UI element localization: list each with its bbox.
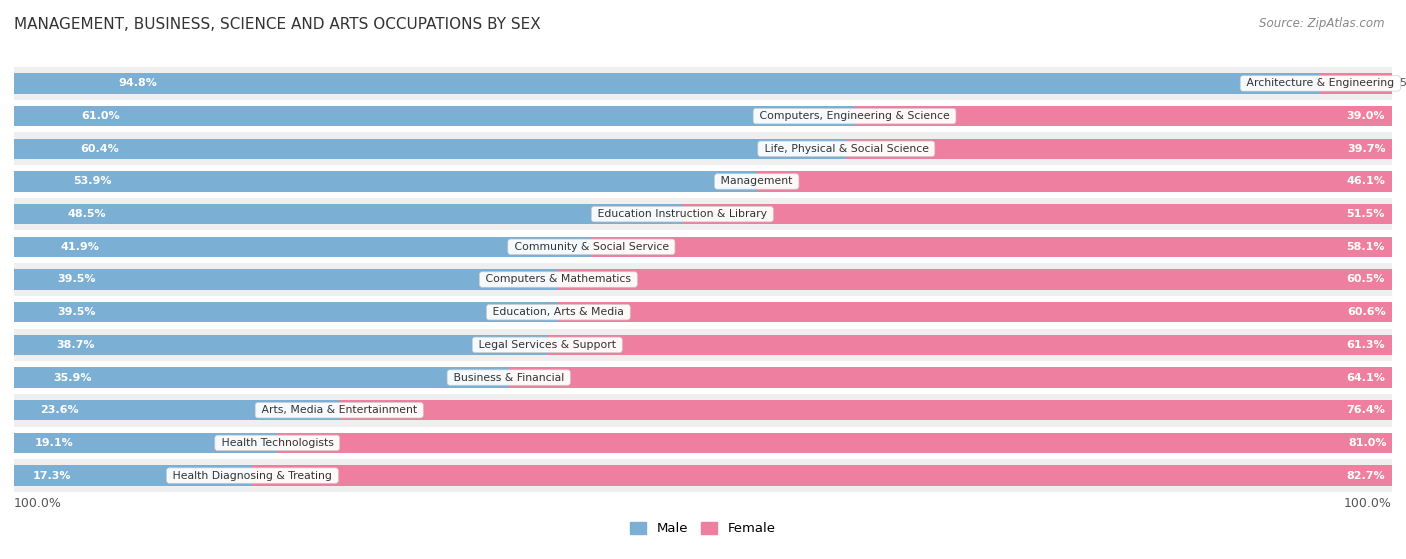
Bar bbox=[14, 367, 509, 388]
Bar bbox=[846, 139, 1393, 159]
Bar bbox=[339, 400, 1392, 420]
Text: 46.1%: 46.1% bbox=[1346, 177, 1385, 187]
Bar bbox=[14, 433, 277, 453]
Text: Life, Physical & Social Science: Life, Physical & Social Science bbox=[761, 144, 932, 154]
Text: Business & Financial: Business & Financial bbox=[450, 372, 568, 382]
Text: Health Technologists: Health Technologists bbox=[218, 438, 337, 448]
Bar bbox=[14, 132, 1392, 165]
Text: Source: ZipAtlas.com: Source: ZipAtlas.com bbox=[1260, 17, 1385, 30]
Legend: Male, Female: Male, Female bbox=[626, 517, 780, 541]
Text: 53.9%: 53.9% bbox=[73, 177, 112, 187]
Text: 81.0%: 81.0% bbox=[1348, 438, 1386, 448]
Bar bbox=[14, 335, 547, 355]
Text: 94.8%: 94.8% bbox=[118, 78, 157, 88]
Text: Management: Management bbox=[717, 177, 796, 187]
Text: 17.3%: 17.3% bbox=[34, 471, 72, 481]
Text: 48.5%: 48.5% bbox=[67, 209, 105, 219]
Bar bbox=[14, 263, 1392, 296]
Text: Arts, Media & Entertainment: Arts, Media & Entertainment bbox=[257, 405, 420, 415]
Bar bbox=[14, 106, 855, 126]
Text: 58.1%: 58.1% bbox=[1347, 242, 1385, 252]
Text: 35.9%: 35.9% bbox=[53, 372, 93, 382]
Text: 82.7%: 82.7% bbox=[1347, 471, 1385, 481]
Text: Legal Services & Support: Legal Services & Support bbox=[475, 340, 620, 350]
Bar bbox=[14, 302, 558, 323]
Bar bbox=[14, 329, 1392, 361]
Text: 61.3%: 61.3% bbox=[1347, 340, 1385, 350]
Text: 64.1%: 64.1% bbox=[1346, 372, 1385, 382]
Bar bbox=[14, 139, 846, 159]
Text: 38.7%: 38.7% bbox=[56, 340, 96, 350]
Bar bbox=[14, 67, 1392, 100]
Text: 51.5%: 51.5% bbox=[1347, 209, 1385, 219]
Bar bbox=[592, 236, 1392, 257]
Bar bbox=[547, 335, 1392, 355]
Text: 100.0%: 100.0% bbox=[14, 497, 62, 510]
Text: Computers & Mathematics: Computers & Mathematics bbox=[482, 274, 634, 285]
Bar bbox=[277, 433, 1393, 453]
Text: 60.4%: 60.4% bbox=[80, 144, 120, 154]
Text: 61.0%: 61.0% bbox=[82, 111, 120, 121]
Bar bbox=[14, 427, 1392, 459]
Bar bbox=[14, 459, 1392, 492]
Text: Architecture & Engineering: Architecture & Engineering bbox=[1243, 78, 1398, 88]
Bar bbox=[14, 400, 339, 420]
Text: Health Diagnosing & Treating: Health Diagnosing & Treating bbox=[169, 471, 336, 481]
Bar bbox=[682, 204, 1392, 224]
Bar bbox=[14, 171, 756, 192]
Bar bbox=[14, 236, 592, 257]
Text: 60.6%: 60.6% bbox=[1348, 307, 1386, 317]
Text: 41.9%: 41.9% bbox=[60, 242, 98, 252]
Text: 60.5%: 60.5% bbox=[1347, 274, 1385, 285]
Bar bbox=[14, 73, 1320, 93]
Bar bbox=[14, 165, 1392, 198]
Text: 23.6%: 23.6% bbox=[41, 405, 79, 415]
Text: 19.1%: 19.1% bbox=[35, 438, 75, 448]
Bar bbox=[14, 269, 558, 290]
Text: Computers, Engineering & Science: Computers, Engineering & Science bbox=[756, 111, 953, 121]
Bar bbox=[558, 269, 1392, 290]
Bar bbox=[14, 361, 1392, 394]
Text: 39.0%: 39.0% bbox=[1347, 111, 1385, 121]
Text: 5.2%: 5.2% bbox=[1399, 78, 1406, 88]
Bar bbox=[14, 394, 1392, 427]
Text: 39.5%: 39.5% bbox=[58, 307, 96, 317]
Bar bbox=[756, 171, 1392, 192]
Text: Education Instruction & Library: Education Instruction & Library bbox=[595, 209, 770, 219]
Bar bbox=[14, 296, 1392, 329]
Bar bbox=[14, 466, 253, 486]
Bar bbox=[558, 302, 1393, 323]
Text: MANAGEMENT, BUSINESS, SCIENCE AND ARTS OCCUPATIONS BY SEX: MANAGEMENT, BUSINESS, SCIENCE AND ARTS O… bbox=[14, 17, 541, 32]
Text: 76.4%: 76.4% bbox=[1346, 405, 1385, 415]
Bar bbox=[509, 367, 1392, 388]
Bar bbox=[14, 204, 682, 224]
Text: 39.5%: 39.5% bbox=[58, 274, 96, 285]
Text: 100.0%: 100.0% bbox=[1344, 497, 1392, 510]
Bar bbox=[253, 466, 1392, 486]
Bar bbox=[14, 100, 1392, 132]
Bar bbox=[1320, 73, 1392, 93]
Bar bbox=[855, 106, 1392, 126]
Text: Education, Arts & Media: Education, Arts & Media bbox=[489, 307, 627, 317]
Bar bbox=[14, 230, 1392, 263]
Text: Community & Social Service: Community & Social Service bbox=[510, 242, 672, 252]
Text: 39.7%: 39.7% bbox=[1348, 144, 1386, 154]
Bar bbox=[14, 198, 1392, 230]
